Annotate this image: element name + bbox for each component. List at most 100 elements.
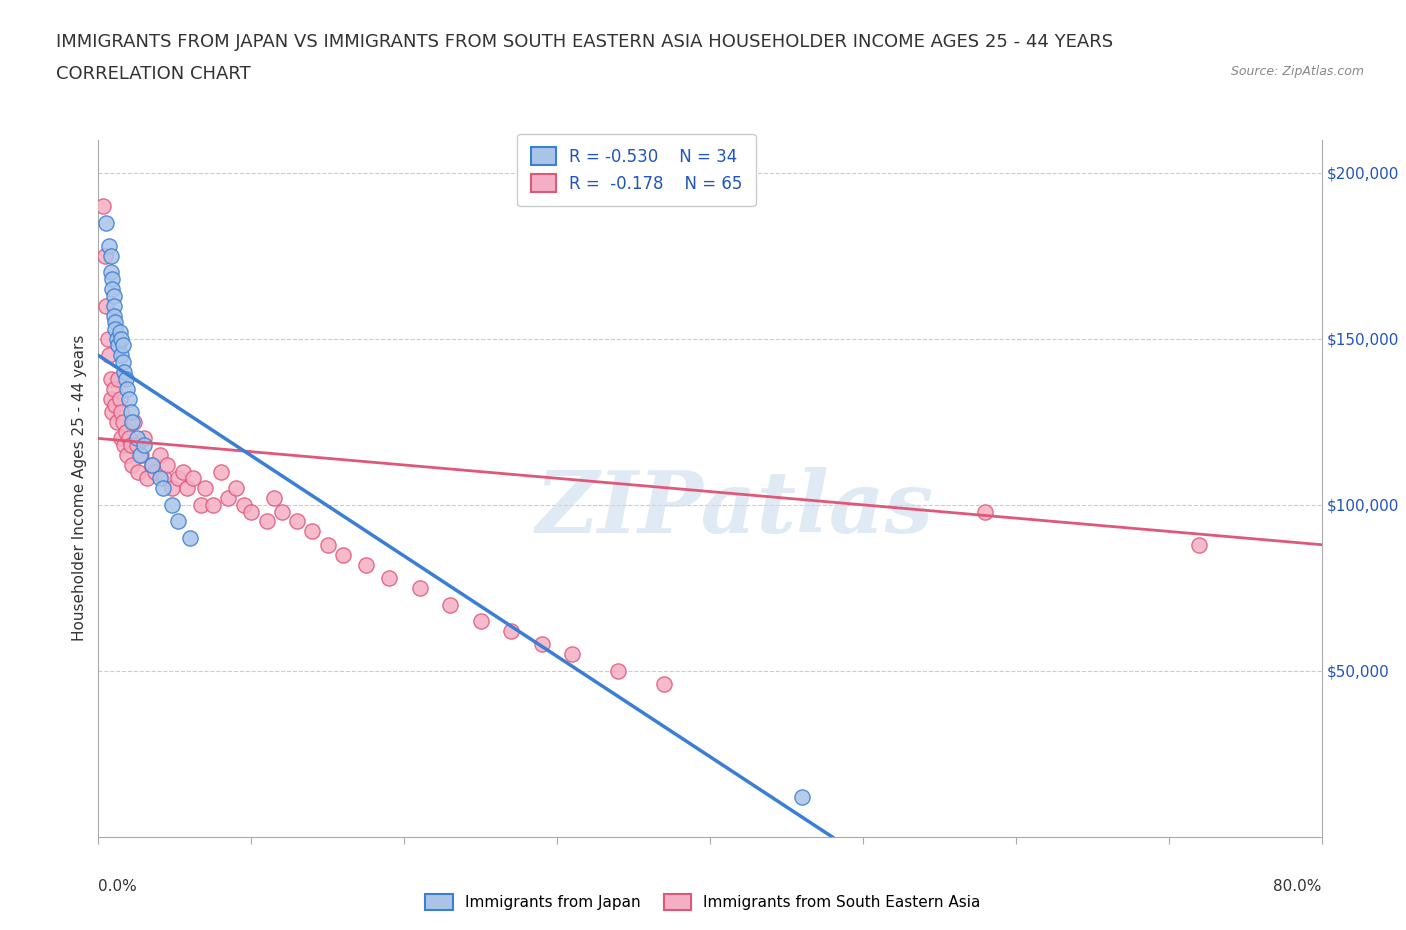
Point bbox=[103, 288, 125, 303]
Text: Source: ZipAtlas.com: Source: ZipAtlas.com bbox=[1230, 65, 1364, 78]
Y-axis label: Householder Income Ages 25 - 44 years: Householder Income Ages 25 - 44 years bbox=[72, 335, 87, 642]
Point bbox=[153, 471, 176, 485]
Point bbox=[1188, 538, 1211, 552]
Point bbox=[378, 570, 401, 585]
Point bbox=[115, 371, 138, 386]
Text: 80.0%: 80.0% bbox=[1274, 879, 1322, 894]
Point bbox=[194, 481, 217, 496]
Point bbox=[110, 405, 132, 419]
Text: IMMIGRANTS FROM JAPAN VS IMMIGRANTS FROM SOUTH EASTERN ASIA HOUSEHOLDER INCOME A: IMMIGRANTS FROM JAPAN VS IMMIGRANTS FROM… bbox=[56, 33, 1114, 50]
Point bbox=[129, 447, 152, 462]
Point bbox=[100, 371, 122, 386]
Point bbox=[100, 265, 122, 280]
Point bbox=[98, 238, 121, 253]
Point bbox=[94, 299, 117, 313]
Point bbox=[104, 314, 127, 329]
Point bbox=[167, 471, 190, 485]
Point bbox=[354, 557, 377, 572]
Point bbox=[120, 405, 142, 419]
Point bbox=[285, 514, 308, 529]
Point bbox=[136, 471, 159, 485]
Point bbox=[181, 471, 204, 485]
Point bbox=[101, 272, 124, 286]
Point bbox=[225, 481, 247, 496]
Point bbox=[408, 580, 430, 595]
Point bbox=[167, 514, 190, 529]
Point bbox=[232, 498, 254, 512]
Point bbox=[179, 531, 201, 546]
Point bbox=[122, 415, 145, 430]
Point bbox=[110, 431, 132, 445]
Point bbox=[607, 663, 630, 678]
Point bbox=[117, 447, 139, 462]
Point bbox=[240, 504, 263, 519]
Point bbox=[111, 338, 134, 352]
Point bbox=[141, 458, 163, 472]
Legend: Immigrants from Japan, Immigrants from South Eastern Asia: Immigrants from Japan, Immigrants from S… bbox=[418, 886, 988, 918]
Point bbox=[108, 325, 131, 339]
Point bbox=[561, 647, 583, 662]
Point bbox=[143, 464, 166, 479]
Point bbox=[110, 348, 132, 363]
Point bbox=[270, 504, 292, 519]
Point bbox=[209, 464, 232, 479]
Point bbox=[160, 498, 183, 512]
Point bbox=[105, 331, 128, 346]
Point bbox=[256, 514, 278, 529]
Point bbox=[202, 498, 225, 512]
Point bbox=[101, 405, 124, 419]
Text: CORRELATION CHART: CORRELATION CHART bbox=[56, 65, 252, 83]
Point bbox=[115, 424, 138, 439]
Point bbox=[301, 524, 323, 538]
Point bbox=[316, 538, 339, 552]
Point bbox=[470, 614, 492, 629]
Point bbox=[172, 464, 194, 479]
Point bbox=[149, 447, 172, 462]
Point bbox=[104, 322, 127, 337]
Point bbox=[332, 547, 354, 562]
Point bbox=[107, 338, 129, 352]
Point bbox=[120, 438, 142, 453]
Text: ZIPatlas: ZIPatlas bbox=[536, 468, 934, 551]
Point bbox=[190, 498, 212, 512]
Point bbox=[112, 365, 135, 379]
Point bbox=[97, 331, 120, 346]
Point bbox=[127, 464, 149, 479]
Point bbox=[974, 504, 997, 519]
Point bbox=[149, 471, 172, 485]
Point bbox=[652, 677, 675, 692]
Point bbox=[790, 790, 813, 804]
Point bbox=[111, 415, 134, 430]
Point bbox=[263, 491, 285, 506]
Point bbox=[134, 431, 156, 445]
Point bbox=[141, 458, 163, 472]
Point bbox=[121, 458, 143, 472]
Point bbox=[107, 371, 129, 386]
Point bbox=[217, 491, 239, 506]
Point bbox=[128, 447, 150, 462]
Point bbox=[105, 415, 128, 430]
Point bbox=[103, 299, 125, 313]
Point bbox=[108, 392, 131, 406]
Point bbox=[91, 198, 114, 213]
Point bbox=[118, 392, 141, 406]
Point bbox=[117, 381, 139, 396]
Point bbox=[100, 248, 122, 263]
Point bbox=[160, 481, 183, 496]
Point bbox=[112, 438, 135, 453]
Point bbox=[125, 438, 148, 453]
Point bbox=[103, 381, 125, 396]
Point bbox=[118, 431, 141, 445]
Point bbox=[100, 392, 122, 406]
Point bbox=[501, 624, 523, 639]
Point bbox=[104, 398, 127, 413]
Point bbox=[176, 481, 198, 496]
Point bbox=[125, 431, 148, 445]
Point bbox=[121, 415, 143, 430]
Point bbox=[110, 331, 132, 346]
Point bbox=[98, 348, 121, 363]
Point bbox=[103, 308, 125, 323]
Legend: R = -0.530    N = 34, R =  -0.178    N = 65: R = -0.530 N = 34, R = -0.178 N = 65 bbox=[517, 134, 756, 206]
Point bbox=[101, 282, 124, 297]
Point bbox=[152, 481, 174, 496]
